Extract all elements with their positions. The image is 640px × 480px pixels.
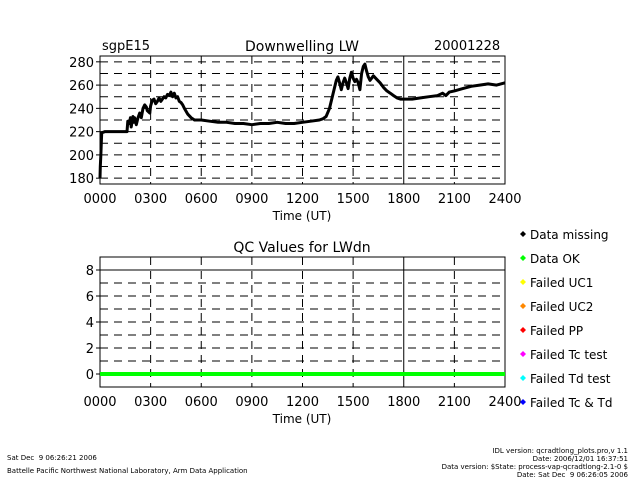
x-tick-label: 0900	[235, 395, 268, 410]
y-tick-label: 220	[69, 126, 94, 141]
top-chart-title: Downwelling LW	[245, 39, 359, 55]
y-tick-label: 6	[86, 290, 94, 305]
station-label: sgpE15	[102, 39, 150, 54]
lw-series-line	[98, 62, 506, 179]
x-tick-label: 0900	[235, 192, 268, 207]
legend-label: Data OK	[530, 252, 581, 266]
x-tick-label: 1500	[337, 395, 370, 410]
x-tick-label: 0300	[134, 192, 167, 207]
x-tick-label: 1200	[286, 192, 319, 207]
qc-legend: Data missing Data OK Failed UC1 Failed UC2 F…	[520, 228, 612, 410]
legend-label: Data missing	[530, 228, 609, 242]
legend-swatch-icon	[520, 279, 526, 285]
x-tick-label: 1800	[387, 395, 420, 410]
legend-label: Failed UC2	[530, 300, 593, 314]
footer-lab: Battelle Pacific Northwest National Labo…	[7, 467, 248, 475]
legend-item: Failed Tc test	[520, 348, 608, 362]
x-tick-label: 1200	[286, 395, 319, 410]
x-tick-label: 0000	[83, 192, 116, 207]
legend-label: Failed Tc test	[530, 348, 608, 362]
x-tick-label: 0600	[185, 192, 218, 207]
legend-label: Failed Tc & Td	[530, 396, 612, 410]
bottom-gridlines	[100, 257, 505, 387]
legend-item: Failed PP	[520, 324, 583, 338]
bottom-x-axis-label: Time (UT)	[272, 412, 332, 426]
legend-item: Failed UC2	[520, 300, 593, 314]
legend-swatch-icon	[520, 351, 526, 357]
legend-swatch-icon	[520, 399, 526, 405]
legend-swatch-icon	[520, 375, 526, 381]
y-tick-label: 180	[69, 172, 94, 187]
x-tick-label: 0600	[185, 395, 218, 410]
y-tick-label: 260	[69, 79, 94, 94]
x-tick-label: 0000	[83, 395, 116, 410]
x-tick-label: 2400	[488, 192, 521, 207]
top-plot-frame	[99, 55, 506, 185]
legend-label: Failed UC1	[530, 276, 593, 290]
x-tick-label: 0300	[134, 395, 167, 410]
legend-item: Failed Td test	[520, 372, 611, 386]
legend-swatch-icon	[520, 303, 526, 309]
legend-item: Data missing	[520, 228, 609, 242]
legend-swatch-icon	[520, 255, 526, 261]
bottom-x-axis: 0000 0300 0600 0900 1200 1500 1800 2100 2400	[83, 395, 521, 410]
downwelling-lw-chart: 180 200 220 240 260 280 0000 0300 0600 0900 1200 1…	[69, 55, 522, 223]
date-label: 20001228	[434, 39, 500, 54]
footer-idl-version: IDL version: qcradtlong_plots.pro,v 1.1	[492, 447, 628, 455]
x-tick-label: 2100	[438, 395, 471, 410]
footer-idl-date: Date: 2006/12/01 16:37:51	[532, 455, 628, 463]
y-tick-label: 2	[86, 342, 94, 357]
legend-item: Failed UC1	[520, 276, 593, 290]
legend-item: Failed Tc & Td	[520, 396, 612, 410]
x-tick-label: 1800	[387, 192, 420, 207]
x-tick-label: 2100	[438, 192, 471, 207]
y-tick-label: 200	[69, 149, 94, 164]
legend-label: Failed Td test	[530, 372, 611, 386]
footer-timestamp: Sat Dec 9 06:26:21 2006	[7, 454, 97, 462]
y-tick-label: 280	[69, 56, 94, 71]
bottom-chart-title: QC Values for LWdn	[233, 240, 370, 256]
footer-data-version: Data version: $State: process-vap-qcradt…	[441, 463, 628, 471]
legend-swatch-icon	[520, 231, 526, 237]
top-y-axis: 180 200 220 240 260 280	[69, 56, 100, 187]
top-x-axis: 0000 0300 0600 0900 1200 1500 1800 2100 2400	[83, 192, 521, 207]
top-x-axis-label: Time (UT)	[272, 209, 332, 223]
qc-values-chart: QC Values for LWdn 0 2 4 6 8 0000 0300 0600 090…	[83, 240, 521, 426]
legend-label: Failed PP	[530, 324, 583, 338]
x-tick-label: 1500	[337, 192, 370, 207]
y-tick-label: 8	[86, 264, 94, 279]
footer-data-date: Date: Sat Dec 9 06:26:05 2006	[516, 471, 628, 479]
y-tick-label: 4	[86, 316, 94, 331]
top-gridlines	[100, 56, 505, 184]
y-tick-label: 0	[86, 368, 94, 383]
legend-item: Data OK	[520, 252, 581, 266]
bottom-y-axis: 0 2 4 6 8	[86, 264, 100, 383]
x-tick-label: 2400	[488, 395, 521, 410]
legend-swatch-icon	[520, 327, 526, 333]
y-tick-label: 240	[69, 102, 94, 117]
